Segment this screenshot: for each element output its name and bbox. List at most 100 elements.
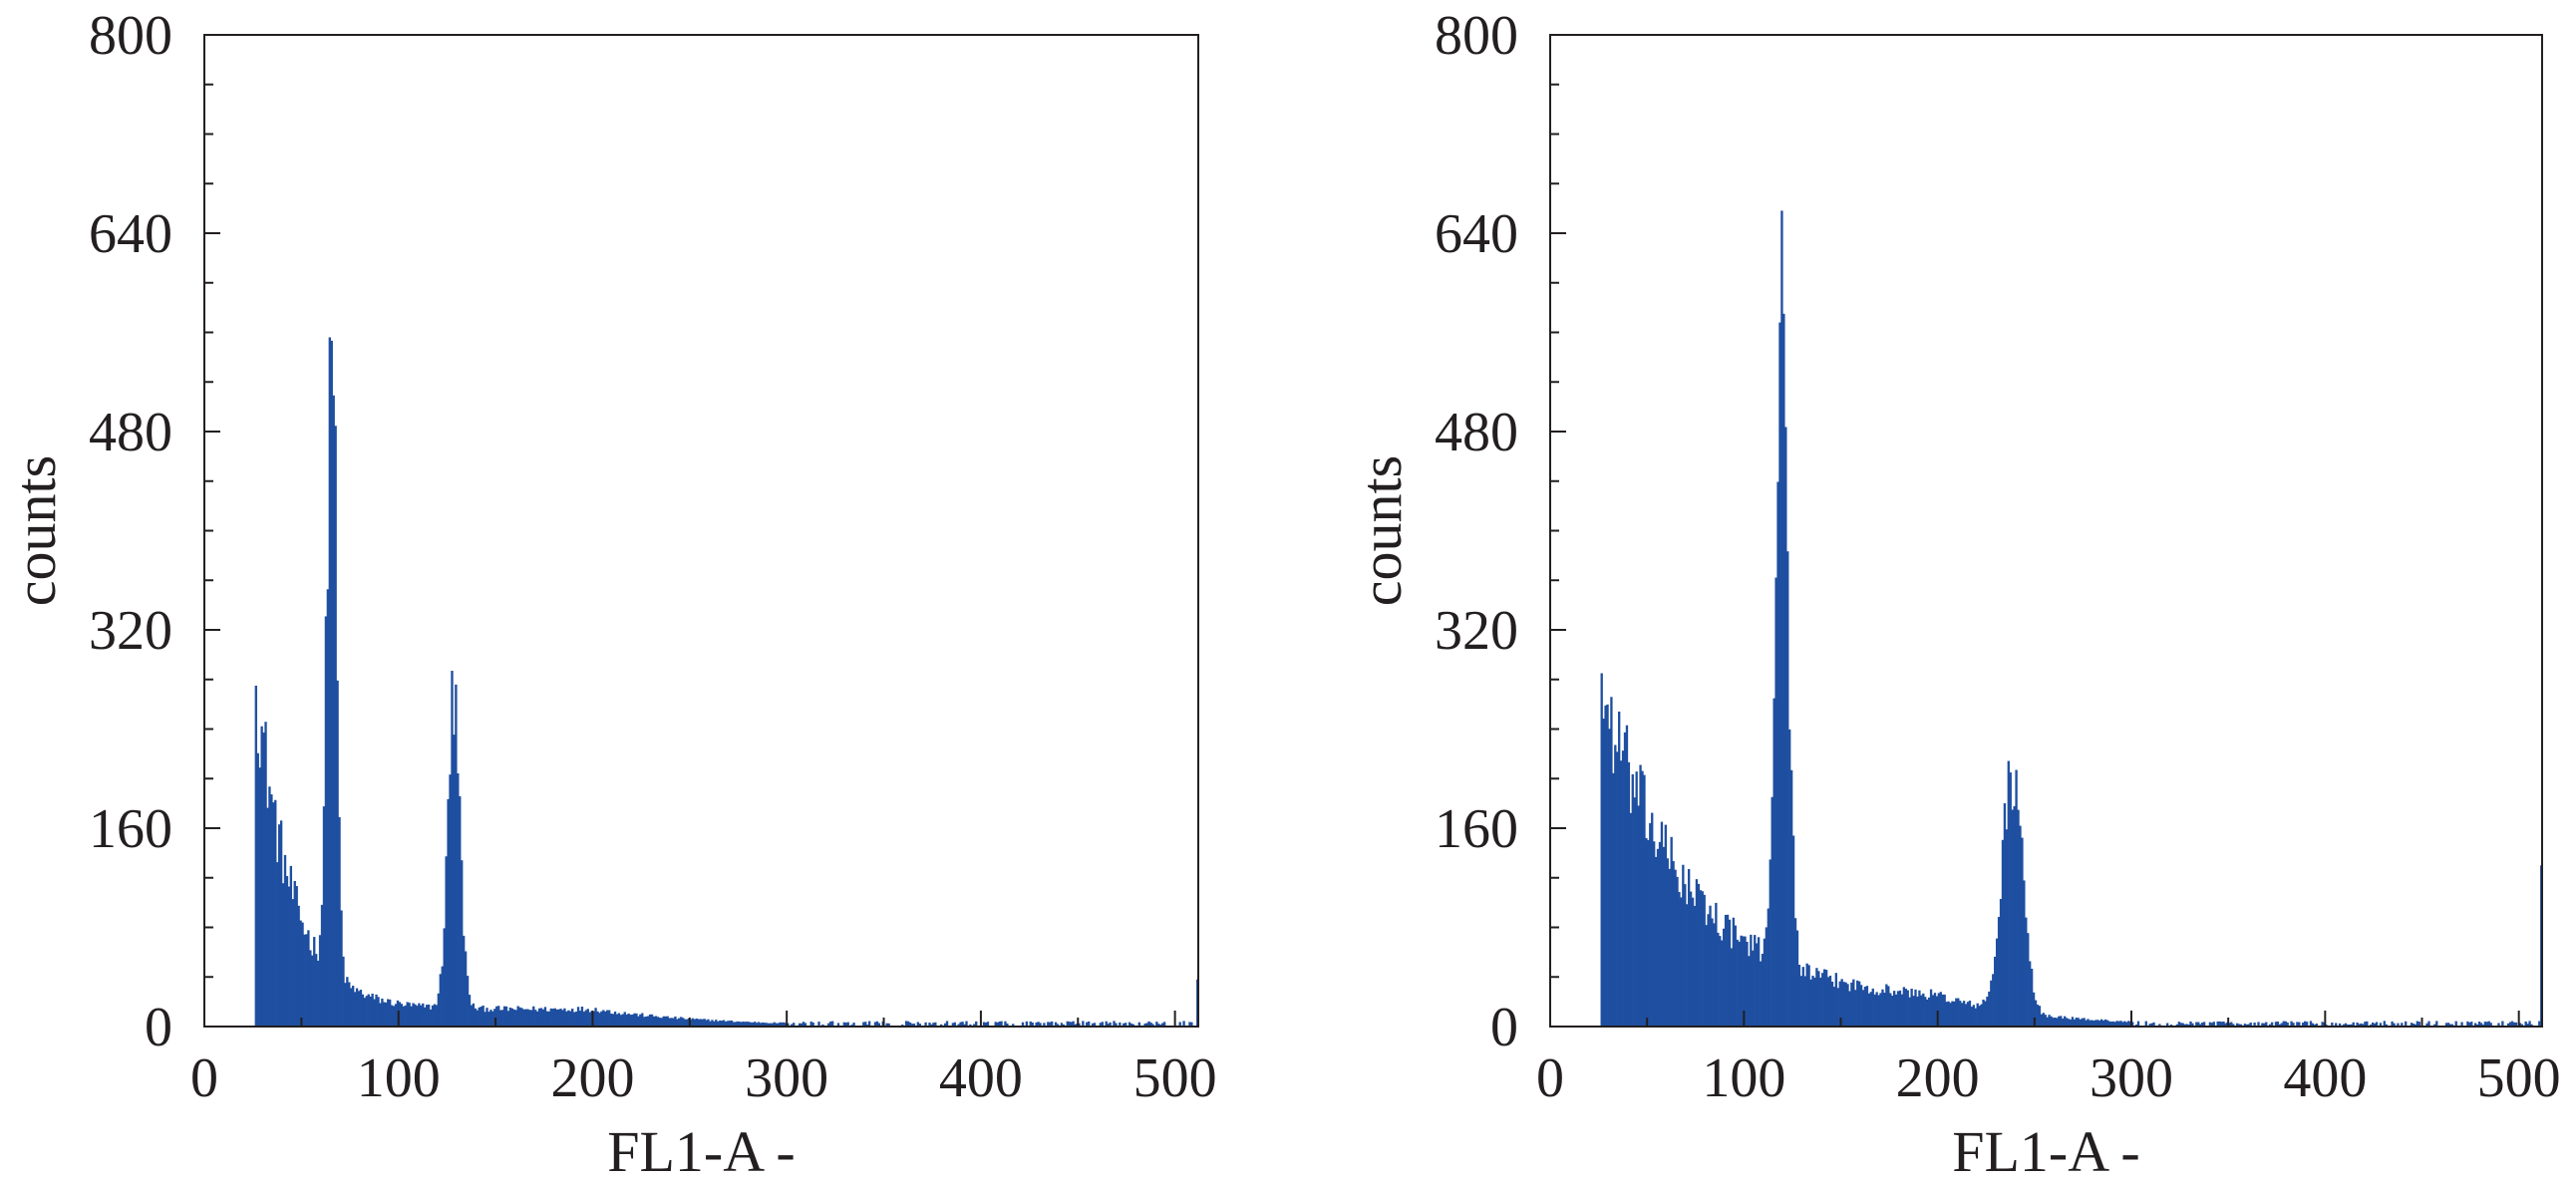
histogram-bar [1912,996,1915,1027]
histogram-bar [643,1017,646,1027]
x-tick-label: 400 [939,1047,1023,1109]
histogram-bar [359,990,363,1027]
histogram-bar [969,1024,972,1027]
histogram-bar [748,1022,751,1027]
histogram-bar [1788,729,1791,1027]
histogram-bar [1999,898,2003,1027]
histogram-bar [752,1022,755,1027]
histogram-bar [1836,988,1839,1027]
histogram-bar [2303,1021,2307,1027]
histogram-bar [400,1004,404,1027]
histogram-bar [1838,981,1841,1027]
histogram-bar [2391,1021,2394,1027]
histogram-bar [2050,1016,2053,1027]
histogram-bar [571,1009,574,1027]
histogram-bar [528,1010,531,1027]
histogram-bar [1658,841,1662,1027]
histogram-bar [2282,1021,2285,1027]
histogram-bar [1750,934,1753,1027]
histogram-bar [722,1020,726,1027]
histogram-bar [984,1023,988,1027]
histogram-bar [1821,973,1824,1027]
histogram-bar [1728,919,1732,1027]
right-x-tick-labels: 0 100 200 300 400 500 [1536,1047,2561,1109]
histogram-bar [2071,1017,2075,1027]
histogram-bar [930,1024,933,1027]
histogram-bar [353,992,357,1027]
histogram-bar [1606,704,1609,1027]
histogram-bar [2032,992,2036,1027]
histogram-bar [1123,1023,1126,1027]
histogram-bar [781,1022,784,1027]
histogram-bar [1660,821,1664,1027]
histogram-bar [1161,1023,1164,1027]
histogram-bar [1674,869,1677,1027]
histogram-bar [474,1008,478,1027]
histogram-bar [2060,1016,2063,1027]
histogram-bar [580,1007,584,1027]
histogram-bar [1043,1023,1046,1027]
histogram-bar [574,1012,578,1027]
histogram-bar [2309,1021,2313,1027]
histogram-bar [1927,997,1931,1027]
histogram-bar [2058,1016,2061,1027]
histogram-bar [699,1019,702,1027]
histogram-bar [1910,989,1913,1027]
histogram-bar [623,1012,626,1027]
histogram-bar [2005,829,2009,1027]
histogram-bar [357,991,361,1027]
histogram-bar [1955,998,1958,1027]
histogram-bar [1844,982,1847,1027]
histogram-bar [811,1023,814,1027]
histogram-bar [1815,968,1818,1027]
histogram-bar [842,1022,845,1027]
histogram-bar [1826,977,1830,1027]
histogram-bar [629,1015,632,1027]
histogram-bar [537,1008,541,1027]
histogram-bar [1786,551,1789,1027]
histogram-bar [912,1024,916,1027]
histogram-bar [1190,1022,1193,1027]
histogram-bar [627,1013,630,1027]
histogram-bar [707,1019,710,1027]
histogram-bar [2136,1021,2140,1027]
histogram-bar [1869,992,1872,1027]
histogram-bar [1883,993,1886,1027]
histogram-bar [617,1013,621,1027]
histogram-bar [582,1012,586,1027]
histogram-bar [565,1011,568,1027]
left-y-tick-labels: 0 160 320 480 640 800 [89,5,172,1058]
histogram-bar [676,1019,679,1027]
histogram-bar [1143,1024,1146,1027]
histogram-bar [1891,996,1894,1027]
histogram-bar [1801,967,1804,1027]
histogram-bar [1782,313,1785,1027]
histogram-bar [2200,1023,2204,1027]
histogram-bar [963,1024,966,1027]
histogram-bar [316,960,320,1027]
histogram-bar [2011,809,2014,1027]
histogram-bar [318,935,322,1027]
histogram-bar [2356,1022,2359,1027]
histogram-bar [342,956,345,1027]
histogram-bar [2021,837,2024,1027]
histogram-bar [404,1005,407,1027]
histogram-bar [724,1022,728,1027]
x-tick-label: 0 [1536,1047,1564,1109]
histogram-bar [771,1023,774,1027]
histogram-bar [1109,1022,1112,1027]
histogram-bar [875,1021,879,1027]
histogram-bar [2044,1015,2047,1027]
histogram-bar [1953,1001,1956,1027]
histogram-bar [1653,841,1656,1027]
x-tick-label: 300 [745,1047,828,1109]
histogram-bar [2286,1022,2289,1027]
histogram-bar [2249,1023,2252,1027]
histogram-bar [779,1022,782,1027]
histogram-bar [2079,1019,2082,1027]
histogram-bar [1865,986,1869,1027]
histogram-bar [2410,1023,2414,1027]
histogram-bar [719,1021,722,1027]
histogram-bar [485,1008,488,1027]
histogram-bar [1767,908,1770,1027]
